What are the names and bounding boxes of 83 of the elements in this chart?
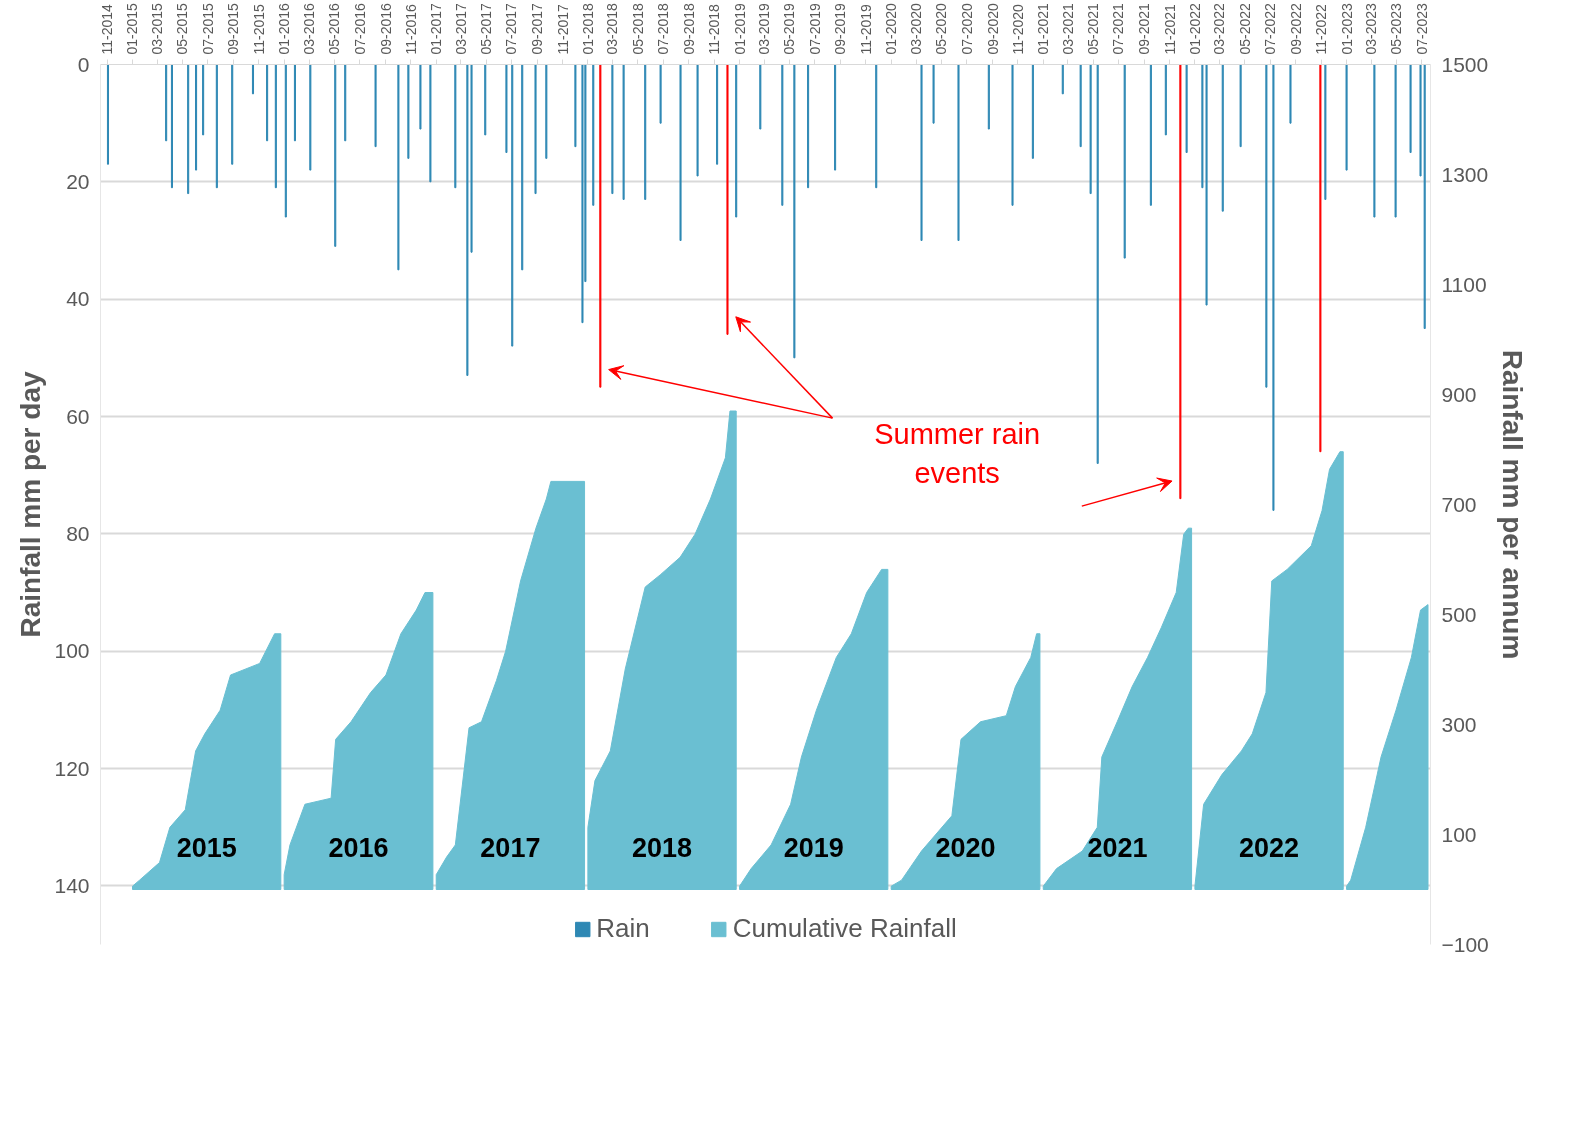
x-tick-label: 11-2022 [1313,3,1330,55]
x-tick-label: 09-2020 [984,2,1001,55]
annotation: 2017 [480,833,541,864]
annotation: 2020 [935,833,996,864]
x-tick-label: 01-2021 [1035,2,1052,55]
x-tick-label: 07-2018 [655,2,672,55]
x-tick-label: 05-2018 [629,2,646,55]
x-tick-label: 09-2017 [529,2,546,55]
x-tick-label: 05-2017 [478,2,495,55]
y-tick-label: 20 [66,169,90,193]
x-tick-label: 09-2018 [680,2,697,55]
y2-tick-label: 1100 [1441,272,1487,296]
x-tick-label: 05-2019 [781,2,798,55]
y-tick-label: 60 [66,404,90,428]
y-tick-label: 80 [66,521,90,545]
x-tick-label: 03-2022 [1211,2,1228,55]
annotation: 2021 [1087,833,1148,864]
annotation: 2022 [1239,833,1300,864]
y-tick-label: 0 [77,52,90,76]
annotation: Summer rain events [874,418,1041,489]
y2-tick-label: 100 [1441,822,1477,846]
x-tick-label: 03-2021 [1059,2,1076,55]
x-tick-label: 03-2023 [1363,2,1380,55]
annotation: 2018 [632,833,693,864]
x-tick-label: 11-2018 [706,3,723,55]
x-tick-label: 05-2016 [326,2,343,55]
annotation: 2016 [328,833,389,864]
x-tick-label: 01-2020 [883,2,900,55]
x-tick-label: 11-2021 [1161,3,1178,55]
x-tick-label: 05-2022 [1236,2,1253,55]
y2-tick-label: 500 [1441,602,1477,626]
x-tick-label: 07-2017 [503,2,520,55]
x-tick-label: 01-2016 [276,2,293,55]
x-tick-label: 09-2021 [1136,2,1153,55]
y2-tick-label: 700 [1441,492,1477,516]
y-tick-label: 40 [66,287,90,311]
x-tick-label: 05-2021 [1085,2,1102,55]
y2-tick-label: −100 [1441,932,1489,956]
y2-tick-label: 900 [1441,382,1477,406]
x-tick-label: 07-2022 [1262,2,1279,55]
x-tick-label: 05-2020 [933,2,950,55]
x-tick-label: 03-2020 [908,2,925,55]
annotation: 2015 [176,833,237,864]
y2-tick-label: 1500 [1441,52,1489,76]
y-tick-label: 140 [54,873,90,897]
x-tick-label: 01-2023 [1338,2,1355,55]
x-tick-label: 03-2015 [149,2,166,55]
x-tick-label: 01-2022 [1186,2,1203,55]
x-tick-label: 07-2015 [199,2,216,55]
x-tick-label: 09-2015 [225,2,242,55]
x-tick-label: 07-2020 [958,2,975,55]
y-tick-label: 100 [54,639,90,663]
x-tick-label: 09-2016 [377,2,394,55]
y-tick-label: 120 [54,756,90,780]
y2-tick-label: 300 [1441,712,1477,736]
x-tick-label: 03-2018 [604,2,621,55]
annotation: 2019 [783,833,844,864]
x-tick-label: 03-2019 [756,2,773,55]
x-tick-label: 07-2019 [806,2,823,55]
x-tick-label: 11-2015 [250,3,267,55]
x-tick-label: 09-2022 [1287,2,1304,55]
x-tick-label: 01-2019 [731,2,748,55]
x-tick-label: 11-2014 [99,3,116,55]
x-tick-label: 03-2016 [301,2,318,55]
x-tick-label: 11-2016 [402,3,419,55]
x-tick-label: 03-2017 [452,2,469,55]
legend-label: Cumulative Rainfall [732,913,957,944]
y2-tick-label: 1300 [1441,162,1489,186]
x-tick-label: 11-2019 [857,3,874,55]
legend-label: Rain [596,913,650,944]
x-tick-label: 01-2017 [428,2,445,55]
x-tick-label: 11-2017 [554,3,571,55]
x-tick-label: 05-2023 [1388,2,1405,55]
x-tick-label: 01-2015 [124,2,141,55]
y2-axis-title: Rainfall mm per annum [1496,349,1528,660]
x-tick-label: 07-2023 [1413,2,1430,55]
x-tick-label: 07-2016 [351,2,368,55]
x-tick-label: 09-2019 [832,2,849,55]
x-tick-label: 05-2015 [174,2,191,55]
y-axis-title: Rainfall mm per day [15,371,47,638]
x-tick-label: 01-2018 [579,2,596,55]
x-tick-label: 07-2021 [1110,2,1127,55]
x-tick-label: 11-2020 [1009,3,1026,55]
